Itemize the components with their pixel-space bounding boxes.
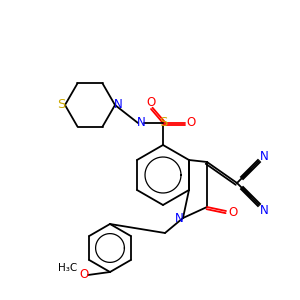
Text: H₃C: H₃C	[58, 263, 78, 273]
Text: S: S	[159, 116, 167, 130]
Text: N: N	[260, 149, 268, 163]
Text: N: N	[175, 212, 183, 226]
Text: N: N	[136, 116, 146, 130]
Text: O: O	[186, 116, 196, 130]
Text: N: N	[114, 98, 122, 112]
Text: O: O	[146, 95, 156, 109]
Text: N: N	[260, 203, 268, 217]
Text: O: O	[80, 268, 88, 281]
Text: S: S	[57, 98, 65, 112]
Text: O: O	[228, 206, 238, 218]
